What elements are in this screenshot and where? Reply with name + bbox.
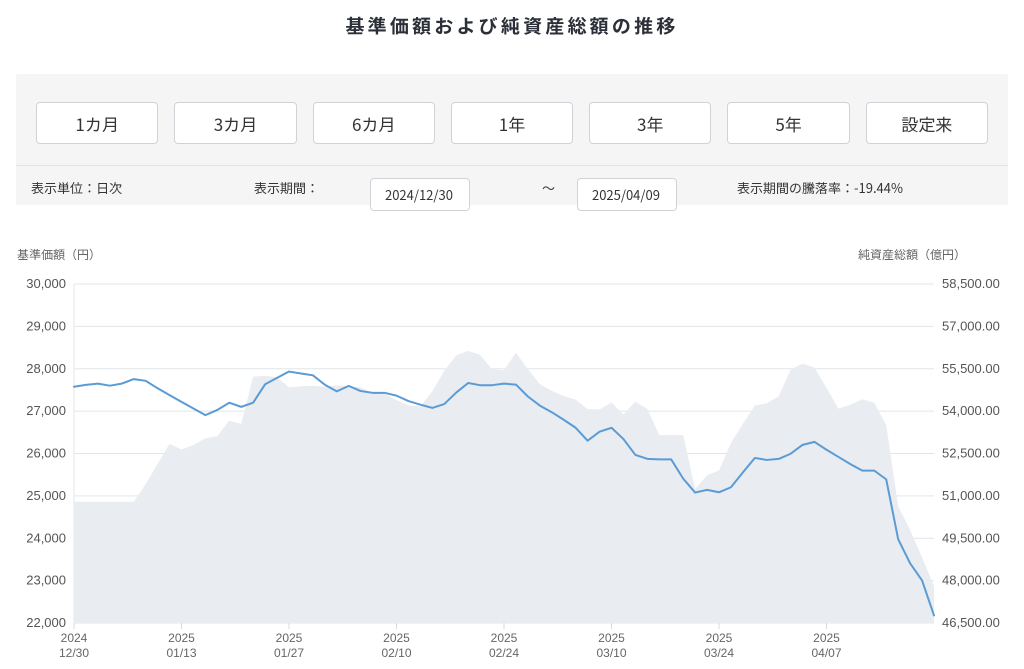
svg-text:2024: 2024 [61, 631, 88, 645]
svg-text:2025: 2025 [168, 631, 195, 645]
svg-text:29,000: 29,000 [26, 318, 66, 333]
svg-text:23,000: 23,000 [26, 573, 66, 588]
svg-text:基準価額（円）: 基準価額（円） [17, 246, 101, 263]
svg-text:30,000: 30,000 [26, 276, 66, 291]
svg-text:46,500.00: 46,500.00 [942, 615, 1000, 630]
svg-text:01/27: 01/27 [274, 646, 304, 660]
svg-text:03/10: 03/10 [596, 646, 626, 660]
svg-text:48,000.00: 48,000.00 [942, 573, 1000, 588]
svg-text:54,000.00: 54,000.00 [942, 403, 1000, 418]
svg-text:27,000: 27,000 [26, 403, 66, 418]
svg-text:2025: 2025 [598, 631, 625, 645]
svg-text:22,000: 22,000 [26, 615, 66, 630]
svg-text:24,000: 24,000 [26, 530, 66, 545]
svg-text:2025: 2025 [383, 631, 410, 645]
svg-text:01/13: 01/13 [166, 646, 196, 660]
svg-text:02/10: 02/10 [381, 646, 411, 660]
svg-text:55,500.00: 55,500.00 [942, 361, 1000, 376]
svg-text:26,000: 26,000 [26, 446, 66, 461]
svg-text:57,000.00: 57,000.00 [942, 318, 1000, 333]
svg-text:03/24: 03/24 [704, 646, 734, 660]
svg-text:純資産総額（億円）: 純資産総額（億円） [858, 246, 966, 263]
svg-text:12/30: 12/30 [59, 646, 89, 660]
svg-text:58,500.00: 58,500.00 [942, 276, 1000, 291]
svg-text:25,000: 25,000 [26, 488, 66, 503]
svg-text:49,500.00: 49,500.00 [942, 530, 1000, 545]
svg-text:2025: 2025 [706, 631, 733, 645]
svg-text:04/07: 04/07 [811, 646, 841, 660]
svg-text:2025: 2025 [491, 631, 518, 645]
svg-text:2025: 2025 [276, 631, 303, 645]
svg-text:51,000.00: 51,000.00 [942, 488, 1000, 503]
svg-text:52,500.00: 52,500.00 [942, 446, 1000, 461]
svg-text:2025: 2025 [813, 631, 840, 645]
svg-text:28,000: 28,000 [26, 361, 66, 376]
svg-text:02/24: 02/24 [489, 646, 519, 660]
